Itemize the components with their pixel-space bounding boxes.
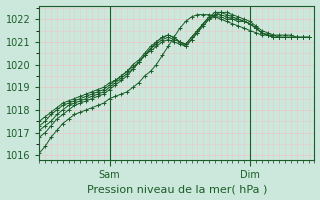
X-axis label: Pression niveau de la mer( hPa ): Pression niveau de la mer( hPa ) bbox=[87, 184, 267, 194]
